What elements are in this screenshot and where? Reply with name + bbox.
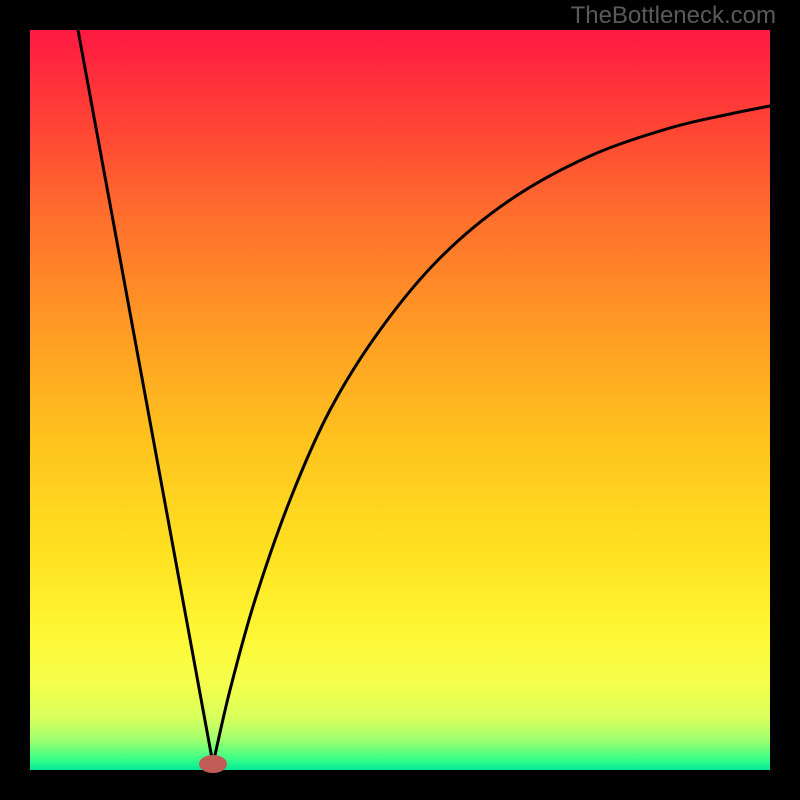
- watermark-text: TheBottleneck.com: [571, 2, 776, 30]
- minimum-marker: [199, 755, 227, 773]
- curve-layer: [30, 30, 770, 770]
- chart-container: TheBottleneck.com: [0, 0, 800, 800]
- plot-area: [30, 30, 770, 770]
- curve-right-segment: [213, 106, 770, 764]
- curve-left-segment: [78, 30, 213, 764]
